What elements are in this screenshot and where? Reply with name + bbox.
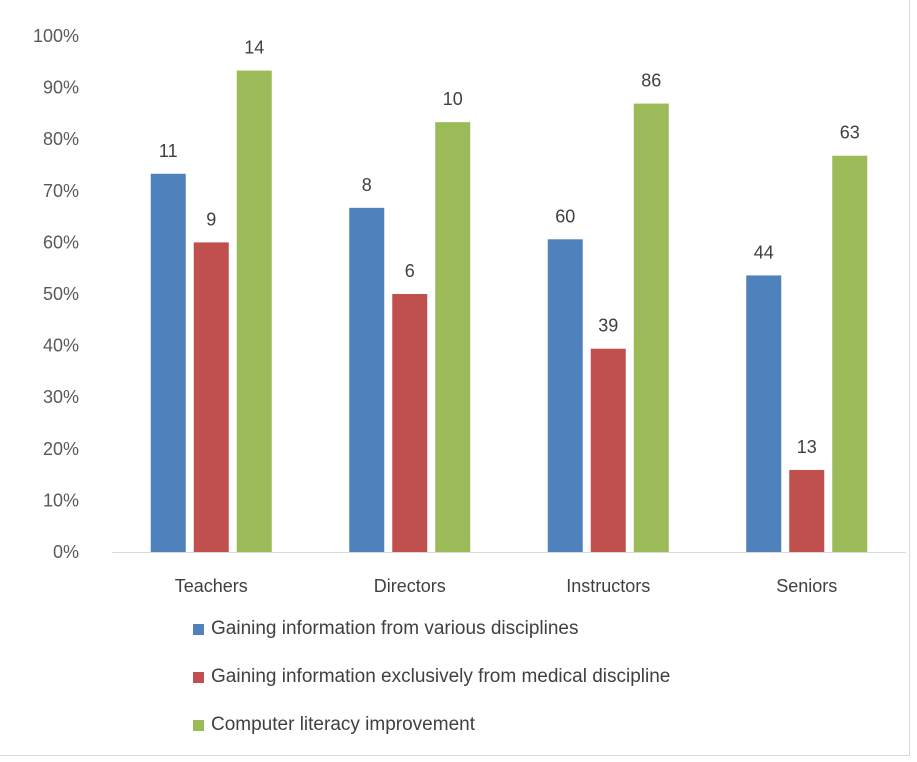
bar — [236, 70, 272, 553]
y-tick-label: 30% — [43, 387, 79, 407]
data-label: 60 — [555, 206, 575, 226]
x-tick-label: Seniors — [776, 576, 837, 596]
y-tick-label: 70% — [43, 181, 79, 201]
data-label: 10 — [443, 89, 463, 109]
legend-swatch — [193, 719, 204, 731]
y-tick-label: 50% — [43, 284, 79, 304]
bar — [746, 275, 782, 552]
y-tick-label: 10% — [43, 490, 79, 510]
legend-label: Gaining information from various discipl… — [211, 618, 579, 639]
y-tick-label: 90% — [43, 78, 79, 98]
x-tick-label: Directors — [374, 576, 446, 596]
data-label: 86 — [641, 71, 661, 91]
data-label: 11 — [159, 141, 178, 161]
data-label: 6 — [405, 261, 415, 281]
data-label: 14 — [244, 38, 264, 58]
bar-chart: 0% 10% 20% 30% 40% 50% 60% 70% 80% 90% 100% Teache… — [33, 26, 906, 596]
bars — [150, 70, 868, 553]
data-label: 63 — [840, 123, 860, 143]
bar — [150, 173, 186, 552]
legend: Gaining information from various discipl… — [193, 618, 670, 762]
y-tick-label: 20% — [43, 439, 79, 459]
legend-swatch — [193, 623, 204, 635]
y-tick-label: 0% — [53, 542, 79, 562]
y-axis: 0% 10% 20% 30% 40% 50% 60% 70% 80% 90% 100% — [33, 26, 79, 562]
data-label: 39 — [598, 316, 618, 336]
x-axis: Teachers Directors Instructors Seniors — [112, 552, 906, 596]
bar — [789, 469, 825, 552]
x-tick-label: Instructors — [566, 576, 650, 596]
bar — [193, 242, 229, 552]
bar — [349, 207, 385, 552]
y-tick-label: 40% — [43, 336, 79, 356]
bar — [590, 348, 626, 552]
y-tick-label: 80% — [43, 129, 79, 149]
data-label: 13 — [797, 437, 817, 457]
y-tick-label: 60% — [43, 232, 79, 252]
legend-label: Computer literacy improvement — [211, 714, 475, 735]
bar — [547, 239, 583, 552]
data-label: 9 — [206, 209, 216, 229]
bar — [633, 103, 669, 552]
y-tick-label: 100% — [33, 26, 79, 46]
bar — [392, 294, 428, 552]
legend-item-computer-literacy: Computer literacy improvement — [193, 714, 670, 736]
legend-swatch — [193, 671, 204, 683]
legend-item-various-disciplines: Gaining information from various discipl… — [193, 618, 670, 640]
data-label: 8 — [362, 175, 372, 195]
bar — [832, 155, 868, 552]
bar — [435, 122, 471, 552]
data-label: 44 — [754, 242, 774, 262]
x-tick-label: Teachers — [175, 576, 248, 596]
legend-label: Gaining information exclusively from med… — [211, 666, 671, 687]
legend-item-medical-discipline: Gaining information exclusively from med… — [193, 666, 670, 688]
